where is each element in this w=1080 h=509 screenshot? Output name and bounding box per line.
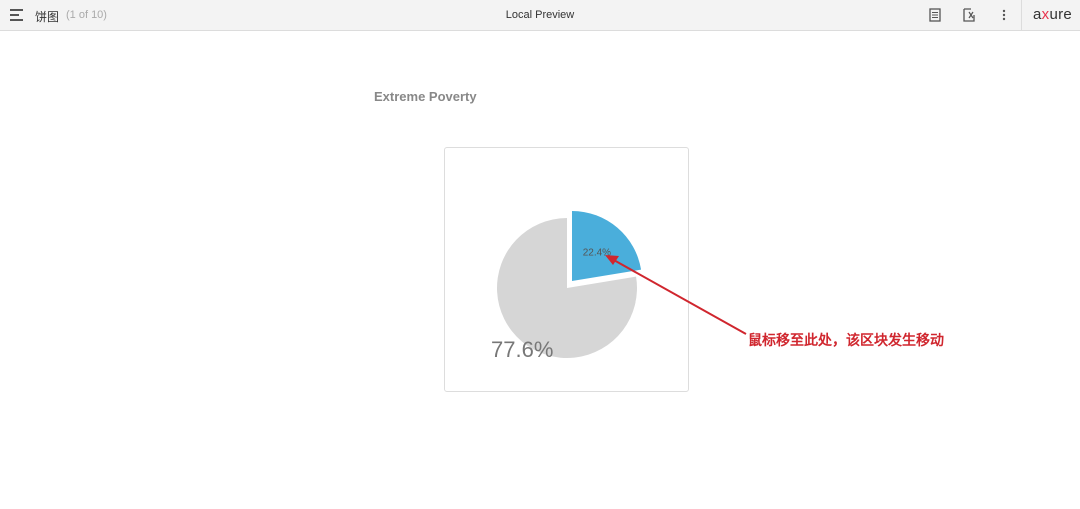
slice-label: 77.6% [491,337,553,362]
pie-chart: 22.4% 77.6% [491,211,642,362]
inspect-icon[interactable] [961,7,977,23]
slice-label: 22.4% [583,248,611,259]
chart-title: Extreme Poverty [374,89,477,104]
pie-slice[interactable] [572,211,642,281]
pie-slice[interactable] [497,218,637,358]
menu-icon[interactable] [10,9,23,21]
page-name[interactable]: 饼图 [35,10,60,24]
toolbar-divider [1021,0,1022,30]
top-toolbar: 饼图 (1 of 10) Local Preview axure [0,0,1080,31]
more-vertical-icon[interactable] [996,7,1012,23]
notes-icon[interactable] [927,7,943,23]
page-count: (1 of 10) [66,9,107,21]
axure-logo[interactable]: axure [1033,6,1073,23]
chart-card: 22.4% 77.6% [444,147,689,392]
annotation-text: 鼠标移至此处，该区块发生移动 [748,333,944,349]
